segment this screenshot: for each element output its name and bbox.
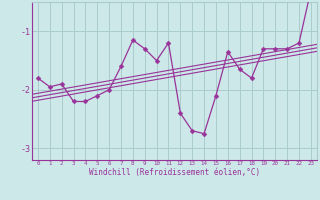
X-axis label: Windchill (Refroidissement éolien,°C): Windchill (Refroidissement éolien,°C) bbox=[89, 168, 260, 177]
